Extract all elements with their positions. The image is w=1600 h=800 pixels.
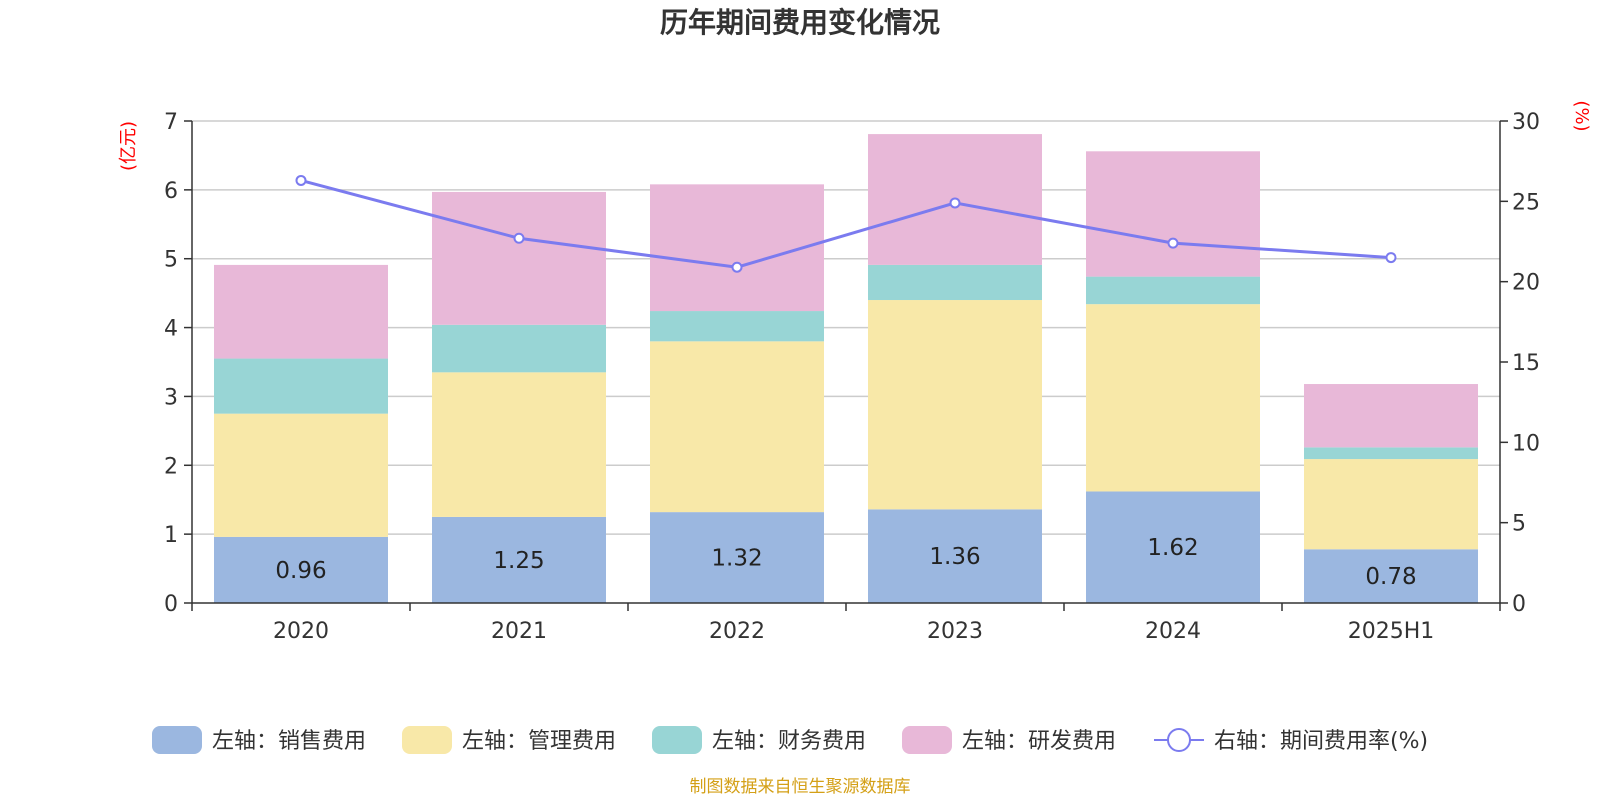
bar-segment-3 — [1304, 447, 1478, 460]
legend-label: 右轴：期间费用率(%) — [1214, 729, 1428, 754]
bar-segment-1 — [1304, 549, 1478, 603]
bar-segment-4 — [1086, 151, 1260, 277]
bar-segment-4 — [214, 264, 388, 359]
bar-segment-1 — [1086, 491, 1260, 603]
bar-segment-4 — [1304, 384, 1478, 448]
legend: 左轴：销售费用 左轴：管理费用 左轴：财务费用 左轴：研发费用 右轴：期间费用率(%) — [152, 726, 1428, 754]
line-layer — [295, 174, 1397, 273]
legend-swatch-1 — [152, 726, 202, 754]
rate-point — [1385, 252, 1397, 264]
bar-data-label: 1.36 — [929, 544, 980, 570]
x-axis-category-label: 2023 — [927, 619, 983, 644]
bar-segment-1 — [432, 516, 606, 603]
bar-segment-2 — [868, 300, 1042, 510]
rate-point — [731, 261, 743, 273]
data-labels: 0.96 1.25 1.32 1.36 1.62 0.78 — [275, 535, 1416, 590]
bar-segment-2 — [650, 341, 824, 513]
source-note: 制图数据来自恒生聚源数据库 — [690, 777, 911, 797]
legend-label: 左轴：财务费用 — [712, 729, 866, 754]
left-axis-tick-label: 1 — [164, 523, 178, 548]
bar-segment-3 — [650, 311, 824, 342]
rate-point — [513, 232, 525, 244]
legend-label: 左轴：研发费用 — [962, 729, 1116, 754]
right-axis-tick-label: 5 — [1512, 512, 1526, 537]
legend-swatch-2 — [402, 726, 452, 754]
rate-point — [1167, 237, 1179, 249]
legend-swatch-4 — [902, 726, 952, 754]
x-axis-category-label: 2022 — [709, 619, 765, 644]
bar-segment-2 — [214, 413, 388, 537]
right-axis-tick-label: 0 — [1512, 592, 1526, 617]
rate-point — [295, 174, 307, 186]
chart-title: 历年期间费用变化情况 — [660, 6, 940, 39]
rate-point — [949, 197, 961, 209]
x-axis-category-label: 2025H1 — [1348, 619, 1435, 644]
grid-lines — [192, 120, 1500, 535]
bar-segment-2 — [432, 372, 606, 517]
x-axis-category-label: 2021 — [491, 619, 547, 644]
left-axis-tick-label: 5 — [164, 248, 178, 273]
x-axis-category-label: 2024 — [1145, 619, 1201, 644]
left-axis-unit: (亿元) — [118, 121, 139, 171]
right-axis-unit: (%) — [1571, 100, 1592, 131]
bar-layer — [214, 134, 1478, 603]
bar-segment-3 — [432, 324, 606, 373]
left-axis-tick-label: 0 — [164, 592, 178, 617]
bar-segment-3 — [1086, 276, 1260, 305]
bar-segment-1 — [650, 512, 824, 603]
bar-data-label: 1.62 — [1147, 535, 1198, 561]
bar-segment-2 — [1086, 304, 1260, 492]
axes: 0 1 2 3 4 5 6 7 0 5 10 15 20 25 30 2020 2021 2022 2023 2024… — [164, 110, 1540, 644]
left-axis-tick-label: 6 — [164, 179, 178, 204]
legend-circle-symbol — [1167, 728, 1191, 752]
bar-data-label: 0.96 — [275, 558, 326, 584]
legend-label: 左轴：销售费用 — [212, 729, 366, 754]
right-axis-tick-label: 30 — [1512, 110, 1540, 135]
bar-data-label: 1.32 — [711, 546, 762, 572]
bar-data-label: 0.78 — [1365, 564, 1416, 590]
right-axis-tick-label: 25 — [1512, 190, 1540, 215]
right-axis-tick-label: 20 — [1512, 271, 1540, 296]
x-axis-category-label: 2020 — [273, 619, 329, 644]
bar-segment-2 — [1304, 459, 1478, 550]
legend-label: 左轴：管理费用 — [462, 729, 616, 754]
bar-segment-4 — [650, 184, 824, 312]
legend-swatch-3 — [652, 726, 702, 754]
left-axis-tick-label: 3 — [164, 385, 178, 410]
bar-segment-1 — [868, 509, 1042, 603]
left-axis-tick-label: 4 — [164, 317, 178, 342]
bar-segment-3 — [214, 358, 388, 414]
bar-segment-1 — [214, 536, 388, 603]
bar-segment-4 — [432, 191, 606, 325]
right-axis-tick-label: 15 — [1512, 351, 1540, 376]
left-axis-tick-label: 2 — [164, 454, 178, 479]
left-axis-tick-label: 7 — [164, 110, 178, 135]
right-axis-tick-label: 10 — [1512, 431, 1540, 456]
bar-data-label: 1.25 — [493, 548, 544, 574]
bar-segment-3 — [868, 264, 1042, 301]
rate-line — [300, 178, 1392, 269]
